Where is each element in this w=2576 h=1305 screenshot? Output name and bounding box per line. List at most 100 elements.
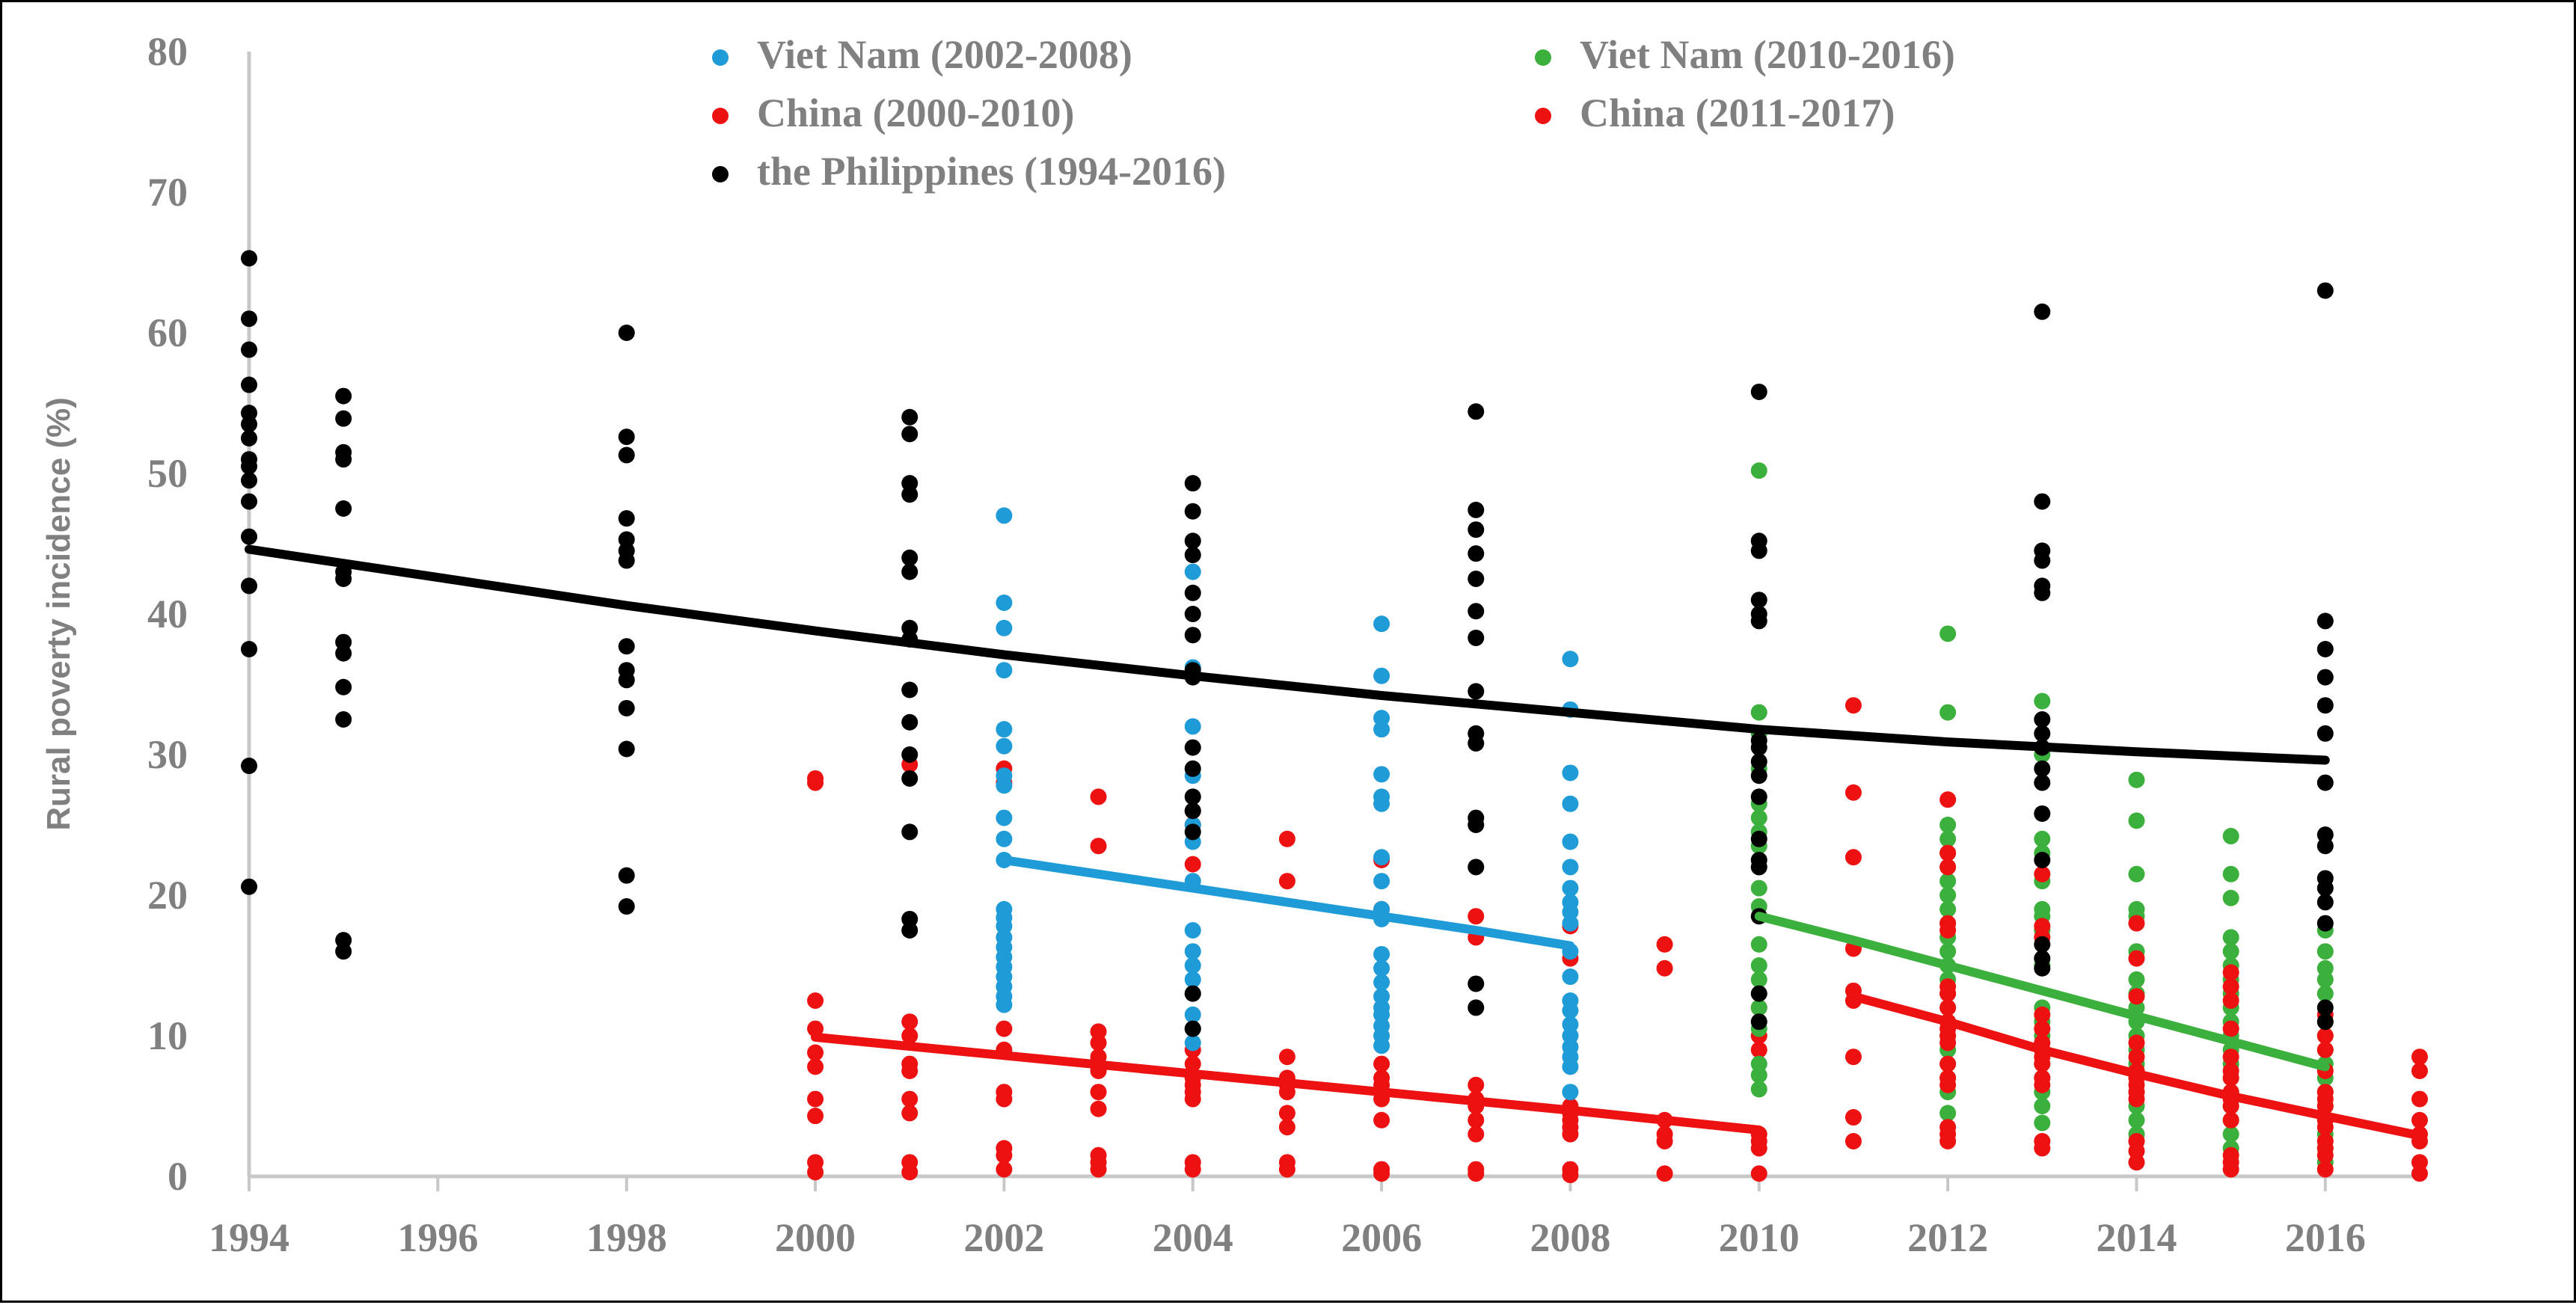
data-point bbox=[996, 721, 1013, 738]
data-point bbox=[1562, 764, 1579, 782]
trend-line bbox=[999, 856, 1575, 951]
data-point bbox=[1750, 788, 1767, 805]
data-point bbox=[1184, 788, 1201, 805]
data-point bbox=[2316, 999, 2334, 1016]
data-point bbox=[1468, 603, 1485, 620]
data-point bbox=[1184, 503, 1201, 520]
data-point bbox=[2222, 1069, 2239, 1087]
data-point bbox=[2316, 697, 2334, 714]
data-point bbox=[2411, 1165, 2428, 1182]
data-point bbox=[901, 408, 919, 426]
data-point bbox=[241, 528, 257, 545]
data-point bbox=[1373, 766, 1390, 783]
data-point bbox=[618, 429, 635, 446]
data-point bbox=[996, 737, 1013, 755]
data-point bbox=[1750, 612, 1767, 630]
data-point bbox=[1562, 1002, 1579, 1019]
data-point bbox=[618, 867, 635, 884]
data-point bbox=[618, 672, 635, 689]
data-point bbox=[1939, 887, 1957, 903]
data-point bbox=[335, 410, 352, 427]
data-point bbox=[2034, 1140, 2051, 1157]
data-point bbox=[1468, 683, 1485, 700]
x-tick-label: 2004 bbox=[1153, 1215, 1233, 1260]
data-point bbox=[2222, 1098, 2239, 1114]
data-point bbox=[2316, 612, 2334, 630]
data-point bbox=[2316, 1146, 2334, 1164]
data-point bbox=[1939, 943, 1957, 960]
data-point bbox=[1184, 1006, 1201, 1023]
data-point bbox=[1184, 1090, 1201, 1108]
legend: Viet Nam (2002-2008) Viet Nam (2010-2016)… bbox=[712, 32, 1955, 194]
data-point bbox=[1939, 900, 1957, 918]
legend-item: China (2000-2010) bbox=[712, 90, 1075, 135]
data-point bbox=[1184, 1055, 1201, 1072]
data-point bbox=[2222, 1048, 2239, 1066]
data-point bbox=[1373, 1006, 1390, 1023]
data-point bbox=[1373, 721, 1390, 738]
data-point bbox=[1750, 1041, 1767, 1058]
y-tick-label: 80 bbox=[147, 29, 188, 74]
legend-marker bbox=[1535, 49, 1551, 66]
data-point bbox=[1184, 943, 1201, 960]
data-point bbox=[807, 1108, 824, 1125]
data-point bbox=[1184, 584, 1201, 601]
data-point bbox=[901, 823, 919, 841]
data-point bbox=[1468, 629, 1485, 646]
data-point bbox=[1562, 903, 1579, 921]
data-point bbox=[1562, 859, 1579, 876]
data-point bbox=[996, 594, 1013, 611]
data-point bbox=[1278, 873, 1295, 890]
data-point bbox=[901, 1013, 919, 1031]
y-tick-label: 40 bbox=[147, 592, 188, 636]
data-point bbox=[2128, 988, 2145, 1005]
data-point bbox=[996, 619, 1013, 636]
data-point bbox=[1184, 1161, 1201, 1178]
data-point bbox=[1278, 830, 1295, 847]
data-point bbox=[1373, 945, 1390, 962]
series-points bbox=[807, 756, 1767, 1184]
data-point bbox=[1090, 1034, 1107, 1051]
data-point bbox=[241, 641, 257, 657]
data-point bbox=[1939, 817, 1957, 833]
data-point bbox=[1750, 739, 1767, 756]
legend-item: the Philippines (1994-2016) bbox=[712, 149, 1226, 194]
trend-lines bbox=[245, 544, 2424, 1140]
data-point bbox=[1373, 795, 1390, 812]
data-point bbox=[1468, 545, 1485, 562]
x-tick-label: 2002 bbox=[963, 1215, 1044, 1260]
legend-marker bbox=[712, 166, 729, 182]
data-point bbox=[901, 486, 919, 503]
data-point bbox=[1562, 968, 1579, 986]
data-point bbox=[1468, 501, 1485, 518]
data-point bbox=[1562, 1167, 1579, 1184]
data-point bbox=[1468, 521, 1485, 538]
y-tick-label: 0 bbox=[168, 1154, 188, 1199]
data-point bbox=[2222, 828, 2239, 845]
data-point bbox=[618, 552, 635, 569]
data-point bbox=[807, 1044, 824, 1061]
data-point bbox=[901, 746, 919, 763]
data-point bbox=[2034, 552, 2051, 569]
data-point bbox=[618, 446, 635, 464]
data-point bbox=[2411, 1063, 2428, 1079]
y-axis-title: Rural poverty incidence (%) bbox=[40, 397, 77, 830]
data-point bbox=[335, 387, 352, 405]
data-point bbox=[1939, 1105, 1957, 1122]
data-point bbox=[618, 531, 635, 548]
data-point bbox=[241, 416, 257, 433]
data-point bbox=[1750, 879, 1767, 897]
data-point bbox=[2316, 1161, 2334, 1178]
data-point bbox=[2034, 774, 2051, 791]
data-point bbox=[1184, 1020, 1201, 1037]
data-point bbox=[2316, 669, 2334, 686]
data-point bbox=[1750, 704, 1767, 721]
data-point bbox=[2034, 1114, 2051, 1131]
data-point bbox=[1468, 1076, 1485, 1093]
data-point bbox=[901, 681, 919, 698]
series-points bbox=[996, 507, 1579, 1101]
data-point bbox=[2034, 1076, 2051, 1093]
data-point bbox=[996, 1146, 1013, 1164]
legend-label: China (2000-2010) bbox=[757, 90, 1075, 135]
data-point bbox=[901, 713, 919, 731]
